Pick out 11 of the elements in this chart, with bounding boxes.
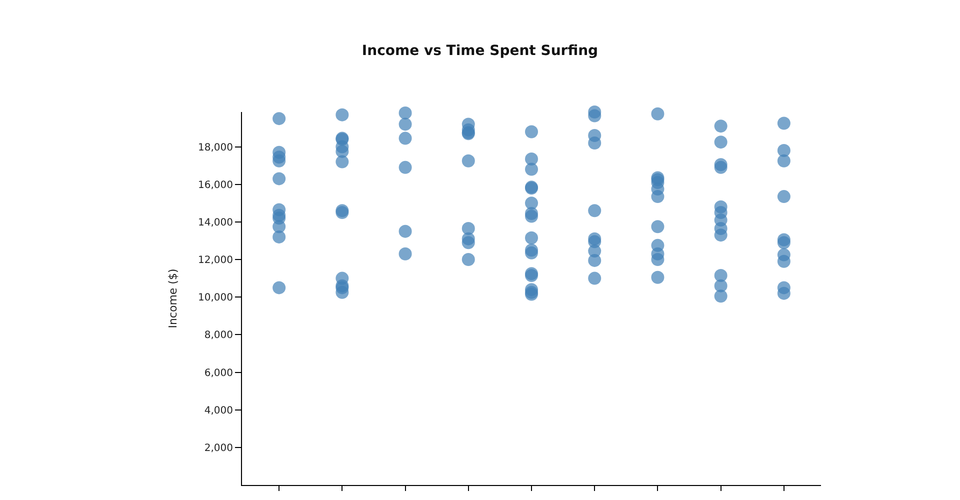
y-tick-label: 14,000 bbox=[198, 217, 233, 228]
y-tick-label: 6,000 bbox=[204, 368, 233, 379]
chart-title: Income vs Time Spent Surfing bbox=[362, 42, 598, 59]
y-tick-label: 4,000 bbox=[204, 405, 233, 416]
y-tick-label: 12,000 bbox=[198, 255, 233, 266]
y-tick-label: 10,000 bbox=[198, 292, 233, 304]
y-tick-label: 2,000 bbox=[204, 442, 233, 454]
y-axis-title: Income ($) bbox=[166, 268, 180, 328]
y-tick-label: 16,000 bbox=[198, 180, 233, 191]
y-tick-label: 8,000 bbox=[204, 330, 233, 342]
y-tick-label: 18,000 bbox=[198, 142, 233, 154]
